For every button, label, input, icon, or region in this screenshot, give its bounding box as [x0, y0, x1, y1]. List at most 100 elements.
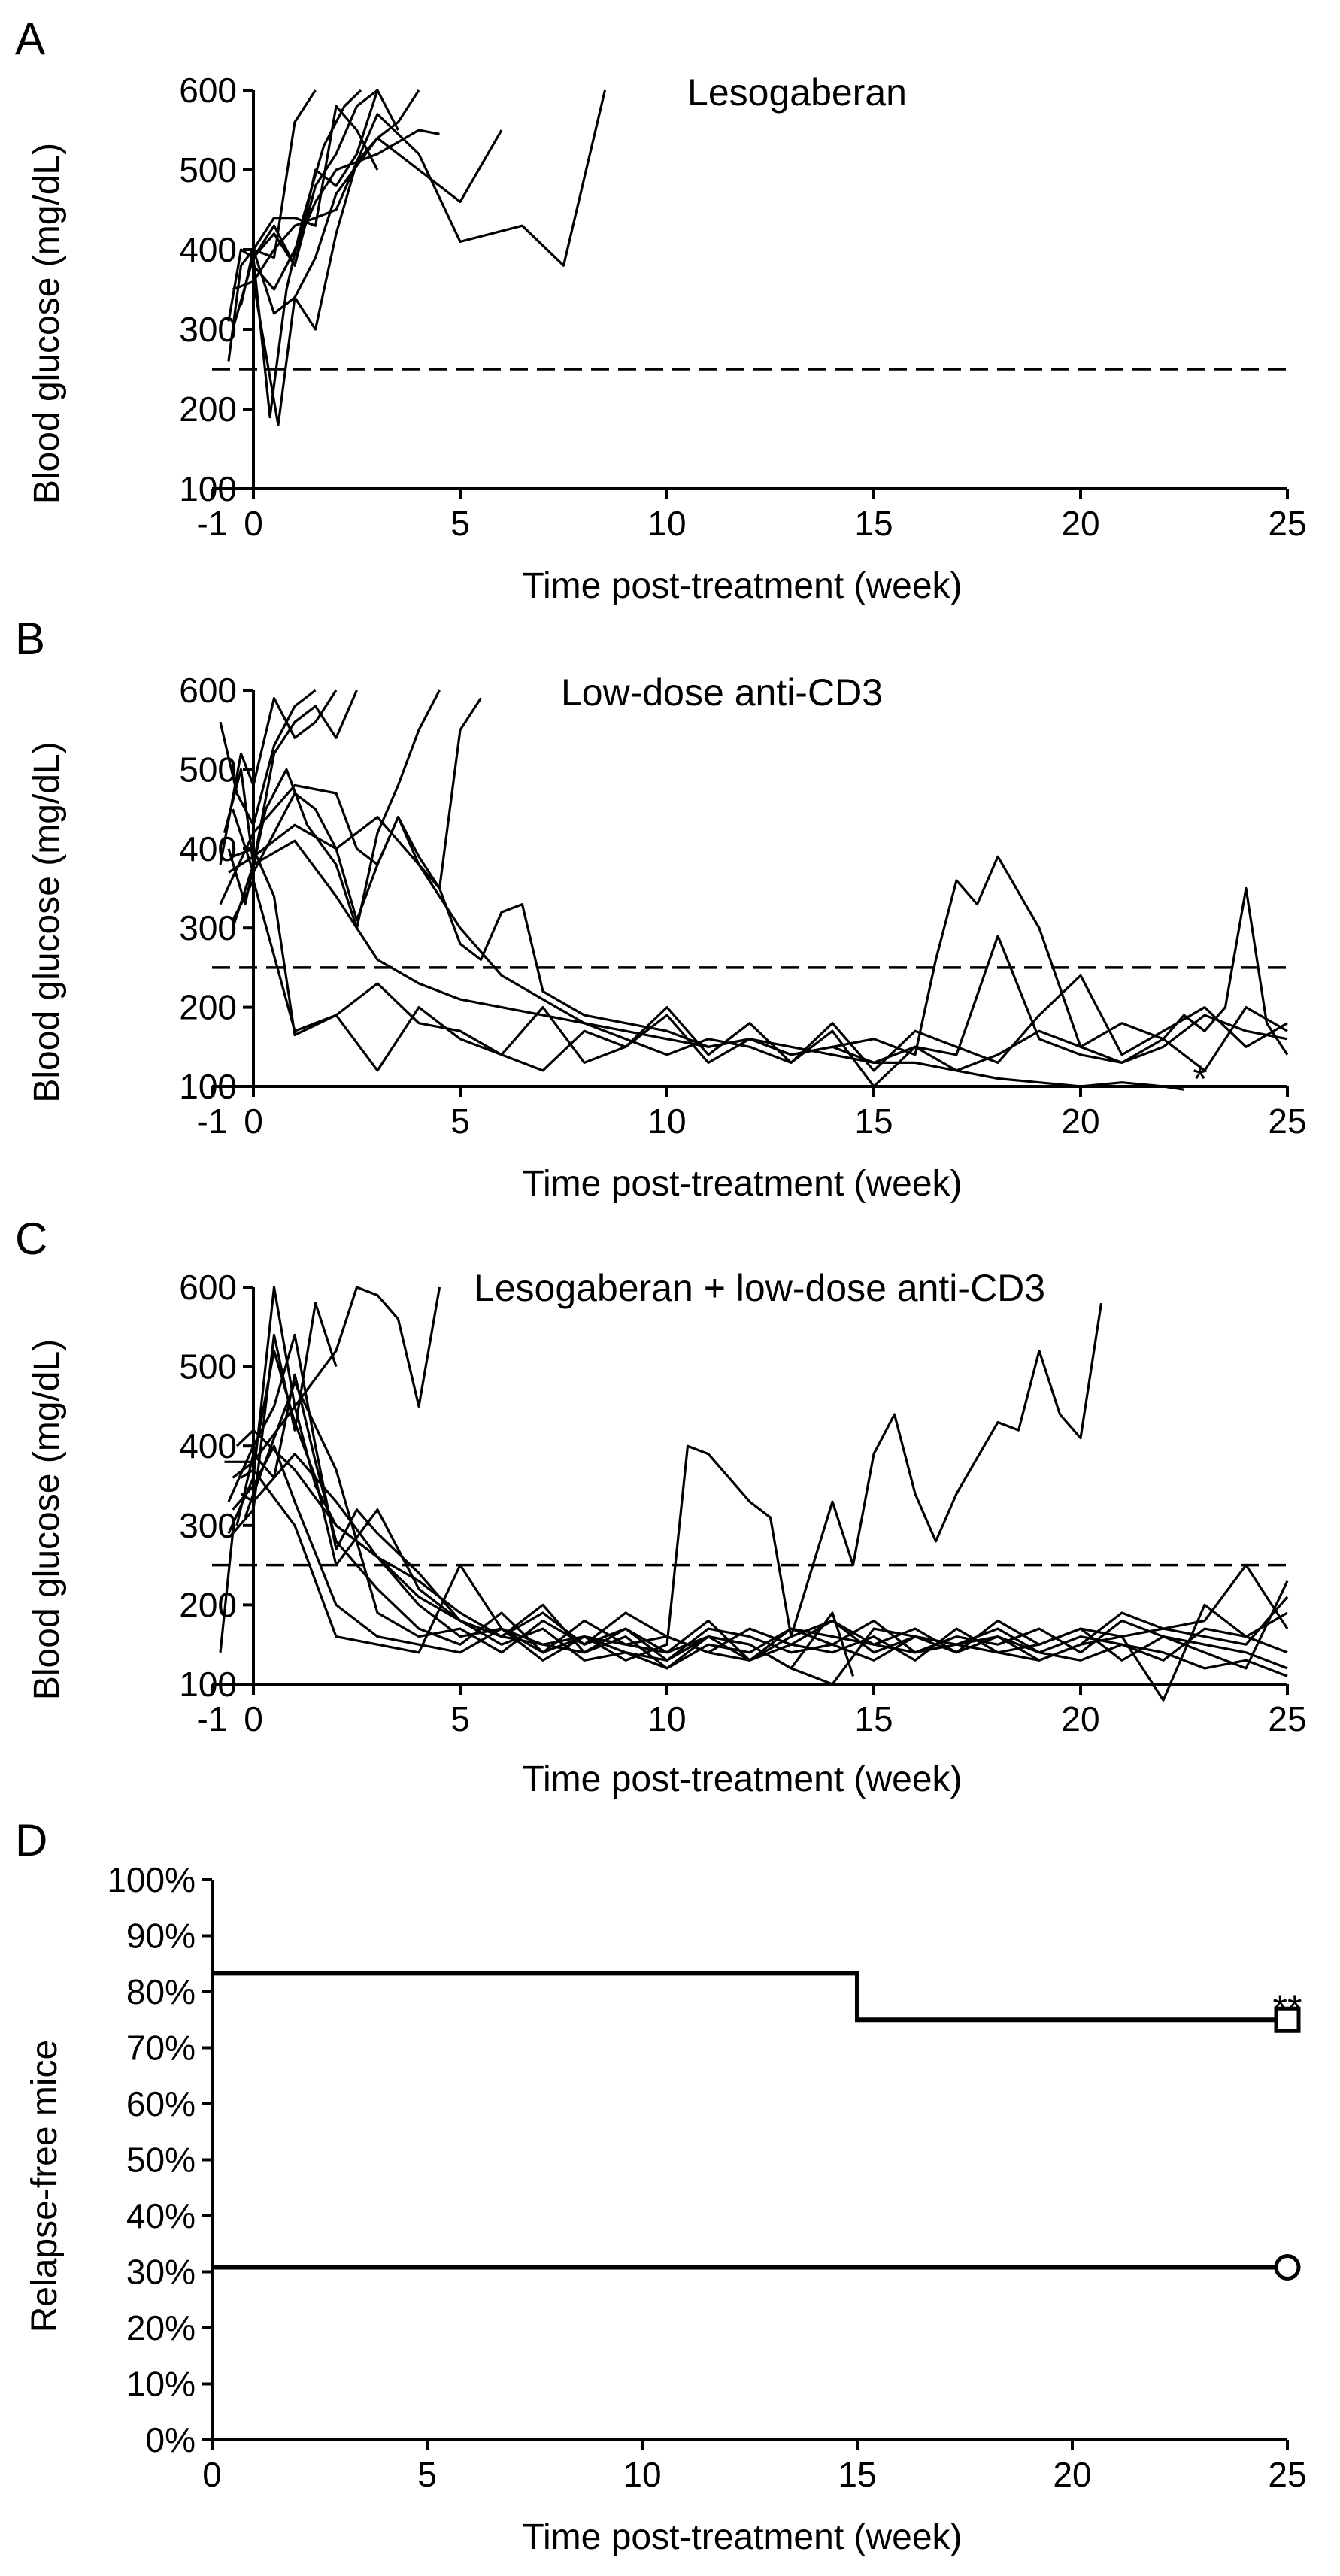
- y-tick-label: 10%: [126, 2365, 196, 2404]
- x-tick-label: 10: [647, 504, 686, 543]
- y-tick-label: 100: [179, 1067, 237, 1106]
- series-line-2: [224, 1286, 441, 1463]
- x-tick-label: 5: [450, 1102, 470, 1141]
- panel-letter: A: [15, 14, 45, 64]
- y-tick-label: 30%: [126, 2253, 196, 2292]
- y-tick-label: 600: [179, 1268, 237, 1307]
- series-line-9: [232, 879, 1184, 1091]
- panel-letter: C: [15, 1214, 47, 1264]
- y-tick-label: 500: [179, 150, 237, 189]
- panel-a: A -1 0 5 10 15 20 25 100 200 300 400 500 600 Time post…: [15, 14, 1307, 606]
- x-tick-label: -1: [197, 1699, 228, 1738]
- series-line-2: [219, 689, 338, 865]
- y-tick-label: 400: [179, 230, 237, 269]
- series-line-1: [227, 89, 317, 362]
- x-tick-label: 20: [1061, 1102, 1099, 1141]
- panel-b: B -1 0 5 10 15 20 25 100 200 300 400 500 600 Time post…: [15, 614, 1307, 1204]
- y-tick-label: 500: [179, 750, 237, 789]
- y-tick-label: 70%: [126, 2029, 196, 2068]
- series-line-1: [219, 1302, 338, 1653]
- x-tick-label: 20: [1061, 1699, 1099, 1738]
- series-line-10: [232, 847, 1288, 1088]
- series-line-4: [232, 89, 420, 426]
- y-tick-label: 400: [179, 1426, 237, 1465]
- panel-c: C -1 0 5 10 15 20 25 100 200 300 400 500 600 Time post…: [15, 1214, 1307, 1799]
- series-line-3: [227, 1286, 1103, 1662]
- x-tick-label: -1: [197, 504, 228, 543]
- y-tick-label: 90%: [126, 1917, 196, 1956]
- y-tick-label: 100: [179, 469, 237, 508]
- x-tick-label: 20: [1061, 504, 1099, 543]
- y-tick-label: 80%: [126, 1972, 196, 2011]
- panel-letter: D: [15, 1815, 47, 1865]
- x-tick-label: 25: [1268, 504, 1306, 543]
- x-axis-label: Time post-treatment (week): [522, 1759, 962, 1799]
- x-tick-label: 10: [647, 1699, 686, 1738]
- series-line-1: [219, 689, 317, 826]
- series-line-7: [252, 129, 440, 291]
- y-tick-label: 100: [179, 1665, 237, 1704]
- y-tick-label: 200: [179, 988, 237, 1027]
- y-tick-label: 400: [179, 829, 237, 868]
- y-tick-label: 600: [179, 71, 237, 110]
- series-line-11: [244, 1381, 1289, 1662]
- y-tick-label: 200: [179, 1585, 237, 1624]
- x-axis-label: Time post-treatment (week): [522, 566, 962, 606]
- y-tick-label: 20%: [126, 2308, 196, 2347]
- series-line-8: [231, 839, 1288, 1072]
- x-tick-label: 5: [417, 2455, 437, 2494]
- significance-annotation: *: [1193, 1058, 1207, 1100]
- series-line-2: [227, 89, 378, 322]
- x-tick-label: 25: [1268, 2455, 1306, 2494]
- y-axis-label: Blood glucose (mg/dL): [27, 143, 67, 504]
- x-tick-label: 15: [854, 1102, 893, 1141]
- series-line-8: [252, 129, 503, 315]
- x-tick-label: 15: [854, 504, 893, 543]
- series-line-3: [223, 689, 358, 866]
- significance-annotation: **: [1273, 1987, 1302, 2029]
- panel-d: D 0 5 10 15 20 25 0% 10% 20% 30% 40% 50% 60% 70% 80% 90%…: [15, 1815, 1307, 2557]
- x-tick-label: 0: [244, 504, 263, 543]
- y-axis-label: Blood glucose (mg/dL): [27, 741, 67, 1102]
- x-tick-label: 0: [244, 1699, 263, 1738]
- y-tick-label: 100%: [107, 1860, 196, 1899]
- series-line-6: [252, 89, 399, 267]
- y-tick-label: 50%: [126, 2141, 196, 2180]
- y-axis-label: Blood glucose (mg/dL): [27, 1339, 67, 1700]
- series-line-9: [240, 1468, 1289, 1670]
- chart-title: Low-dose anti-CD3: [561, 671, 883, 714]
- series-line-4: [227, 689, 441, 929]
- y-tick-label: 300: [179, 1506, 237, 1545]
- x-axis-label: Time post-treatment (week): [522, 1164, 962, 1204]
- y-tick-label: 40%: [126, 2196, 196, 2235]
- x-tick-label: 25: [1268, 1102, 1306, 1141]
- series-line-9: [252, 89, 607, 283]
- series-line-1: [212, 1971, 1287, 2023]
- x-tick-label: 20: [1053, 2455, 1091, 2494]
- series-line-7: [235, 1373, 1289, 1662]
- chart-title: Lesogaberan + low-dose anti-CD3: [474, 1267, 1045, 1309]
- x-tick-label: 0: [244, 1102, 263, 1141]
- x-axis-label: Time post-treatment (week): [522, 2517, 962, 2557]
- x-tick-label: 15: [854, 1699, 893, 1738]
- y-tick-label: 300: [179, 310, 237, 349]
- x-tick-label: 15: [838, 2455, 876, 2494]
- circle-marker: [1274, 2254, 1301, 2281]
- y-tick-label: 0%: [146, 2420, 196, 2459]
- x-tick-label: 25: [1268, 1699, 1306, 1738]
- series-line-10: [240, 1453, 1288, 1702]
- chart-title: Lesogaberan: [687, 71, 907, 114]
- x-tick-label: 10: [647, 1102, 686, 1141]
- x-tick-label: -1: [197, 1102, 228, 1141]
- x-tick-label: 5: [450, 504, 470, 543]
- panel-letter: B: [15, 614, 45, 664]
- square-marker: [1274, 2006, 1301, 2033]
- y-tick-label: 200: [179, 389, 237, 429]
- x-tick-label: 0: [202, 2455, 222, 2494]
- x-tick-label: 10: [623, 2455, 661, 2494]
- y-tick-label: 60%: [126, 2084, 196, 2123]
- series-line-6: [232, 1444, 1288, 1662]
- y-axis-label: Relapse-free mice: [25, 2040, 65, 2332]
- y-tick-label: 300: [179, 908, 237, 947]
